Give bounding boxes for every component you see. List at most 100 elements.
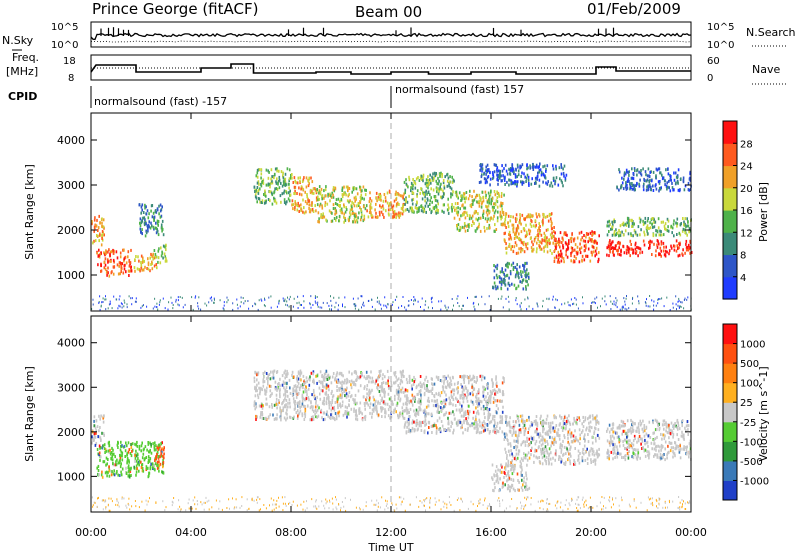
echo-cell bbox=[518, 252, 520, 255]
echo-cell bbox=[313, 210, 315, 213]
echo-cell bbox=[520, 431, 522, 434]
echo-cell bbox=[276, 413, 278, 416]
echo-cell bbox=[399, 386, 401, 389]
echo-cell bbox=[473, 422, 475, 425]
echo-cell bbox=[316, 199, 318, 202]
echo-cell bbox=[365, 189, 367, 192]
echo-cell bbox=[475, 210, 477, 213]
echo-cell bbox=[154, 445, 156, 448]
echo-cell bbox=[258, 183, 260, 186]
echo-cell bbox=[426, 389, 428, 392]
echo-cell bbox=[164, 245, 166, 248]
echo-cell bbox=[509, 284, 511, 287]
echo-cell bbox=[576, 299, 577, 301]
echo-cell bbox=[336, 371, 338, 374]
echo-cell bbox=[473, 387, 475, 390]
echo-cell bbox=[164, 253, 166, 256]
echo-cell bbox=[116, 472, 118, 475]
echo-cell bbox=[548, 239, 550, 242]
echo-cell bbox=[126, 444, 128, 447]
echo-cell bbox=[429, 193, 431, 196]
echo-cell bbox=[214, 299, 215, 301]
echo-cell bbox=[358, 412, 360, 415]
echo-cell bbox=[270, 389, 272, 392]
echo-cell bbox=[505, 242, 507, 245]
echo-cell bbox=[508, 184, 510, 187]
echo-cell bbox=[103, 218, 105, 221]
echo-cell bbox=[354, 204, 356, 207]
echo-cell bbox=[131, 303, 132, 305]
echo-cell bbox=[278, 399, 280, 402]
echo-cell bbox=[688, 225, 690, 228]
echo-cell bbox=[448, 207, 450, 210]
echo-cell bbox=[461, 405, 463, 408]
echo-cell bbox=[108, 307, 109, 309]
echo-cell bbox=[395, 376, 397, 379]
echo-cell bbox=[291, 374, 293, 377]
echo-cell bbox=[161, 224, 163, 227]
echo-cell bbox=[326, 401, 328, 404]
echo-cell bbox=[431, 176, 433, 179]
echo-cell bbox=[305, 210, 307, 213]
echo-cell bbox=[95, 239, 97, 242]
echo-cell bbox=[492, 384, 494, 387]
echo-cell bbox=[376, 199, 378, 202]
echo-cell bbox=[652, 226, 654, 229]
echo-cell bbox=[143, 211, 145, 214]
echo-cell bbox=[654, 225, 656, 228]
echo-cell bbox=[481, 426, 483, 429]
echo-cell bbox=[326, 386, 328, 389]
echo-cell bbox=[498, 298, 499, 300]
echo-cell bbox=[490, 401, 492, 404]
echo-cell bbox=[438, 193, 440, 196]
echo-cell bbox=[621, 177, 623, 180]
echo-cell bbox=[381, 408, 383, 411]
echo-cell bbox=[475, 395, 477, 398]
echo-cell bbox=[387, 382, 389, 385]
echo-cell bbox=[420, 394, 422, 397]
echo-cell bbox=[525, 288, 527, 291]
echo-cell bbox=[451, 206, 453, 209]
echo-cell bbox=[646, 180, 648, 183]
echo-cell bbox=[518, 453, 520, 456]
echo-cell bbox=[494, 415, 496, 418]
echo-cell bbox=[561, 256, 563, 259]
echo-cell bbox=[516, 228, 518, 231]
echo-cell bbox=[281, 402, 283, 405]
echo-cell bbox=[471, 195, 473, 198]
echo-cell bbox=[224, 308, 225, 310]
echo-cell bbox=[104, 460, 106, 463]
echo-cell bbox=[154, 306, 155, 308]
echo-cell bbox=[103, 297, 104, 299]
echo-cell bbox=[354, 214, 356, 217]
echo-cell bbox=[489, 171, 491, 174]
echo-cell bbox=[371, 412, 373, 415]
echo-cell bbox=[446, 411, 448, 414]
echo-cell bbox=[405, 209, 407, 212]
echo-cell bbox=[591, 238, 593, 241]
echo-cell bbox=[593, 432, 595, 435]
echo-cell bbox=[660, 247, 662, 250]
echo-cell bbox=[141, 444, 143, 447]
echo-cell bbox=[579, 437, 581, 440]
echo-cell bbox=[425, 423, 427, 426]
echo-cell bbox=[132, 442, 134, 445]
echo-cell bbox=[398, 377, 400, 380]
echo-cell bbox=[116, 299, 117, 301]
echo-cell bbox=[369, 412, 371, 415]
echo-cell bbox=[501, 195, 503, 198]
echo-cell bbox=[135, 255, 137, 258]
echo-cell bbox=[131, 450, 133, 453]
echo-cell bbox=[479, 205, 481, 208]
echo-cell bbox=[327, 193, 329, 196]
echo-cell bbox=[394, 398, 396, 401]
echo-cell bbox=[626, 298, 627, 300]
echo-cell bbox=[156, 306, 157, 308]
echo-cell bbox=[508, 262, 510, 265]
echo-cell bbox=[573, 260, 575, 263]
echo-cell bbox=[427, 431, 429, 434]
echo-cell bbox=[536, 215, 538, 218]
echo-cell bbox=[350, 383, 352, 386]
echo-cell bbox=[490, 398, 492, 401]
echo-cell bbox=[342, 381, 344, 384]
